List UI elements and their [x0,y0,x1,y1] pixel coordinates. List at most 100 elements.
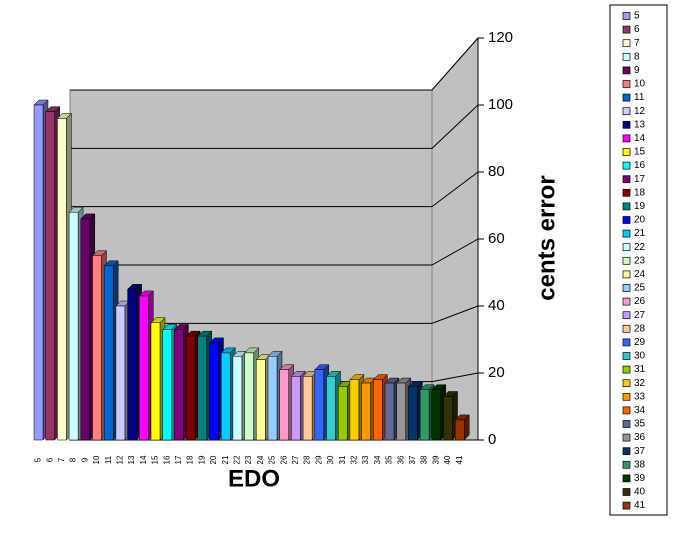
legend-swatch [622,175,631,184]
bar [139,295,149,441]
legend-swatch [622,420,631,428]
legend-swatch [622,80,631,88]
legend-label: 35 [634,419,646,430]
x-tick-label: 32 [350,455,359,464]
bar [45,111,55,441]
legend-label: 28 [634,323,646,334]
x-tick-label: 13 [127,455,136,464]
legend-label: 17 [634,174,646,185]
legend-label: 30 [634,351,646,362]
x-tick-label: 5 [34,457,43,462]
bar [174,329,184,441]
legend-swatch [622,365,631,374]
x-tick-label: 30 [326,455,335,464]
bar [443,396,453,441]
x-tick-label: 9 [80,457,89,462]
bar [291,376,301,441]
bar [396,382,406,441]
y-axis-title: cents error [533,175,560,300]
bar [68,211,79,441]
legend-swatch [622,107,631,116]
legend-swatch [622,433,631,442]
legend-label: 8 [634,51,640,62]
bar [314,369,325,441]
side-wall [431,36,479,441]
legend-label: 6 [634,24,640,35]
legend-label: 29 [634,337,646,348]
x-tick-label: 38 [420,455,429,464]
legend-label: 13 [634,119,646,130]
legend-label: 23 [634,255,646,266]
bar [408,386,418,441]
y-tick-label: 60 [488,230,505,247]
legend-label: 18 [634,187,646,198]
legend-swatch [622,338,631,347]
legend-label: 39 [634,473,646,484]
x-tick-label: 34 [373,455,382,464]
bar [80,218,91,441]
x-tick-label: 41 [455,455,464,464]
legend-label: 40 [634,487,646,498]
x-tick-label: 40 [443,455,452,464]
grid-line [70,37,479,91]
legend-label: 34 [634,405,646,416]
legend-swatch [622,202,631,211]
x-tick-label: 17 [174,455,183,464]
bar [220,352,231,441]
legend-swatch [622,66,631,75]
bar [337,386,348,441]
legend-swatch [622,134,631,143]
x-tick-label: 20 [209,455,218,464]
y-tick-label: 100 [488,96,513,113]
bar [302,376,313,441]
bar [185,335,196,441]
x-tick-label: 31 [338,455,347,464]
bar [57,118,67,441]
legend-label: 19 [634,201,646,212]
legend-swatch [622,256,631,265]
bar [279,369,289,441]
legend-label: 20 [634,215,646,226]
legend-label: 5 [634,11,640,22]
legend-label: 31 [634,364,646,375]
x-tick-label: 18 [186,455,195,464]
grid-line [70,104,479,149]
x-tick-label: 26 [279,455,288,464]
y-tick-label: 80 [488,163,505,180]
x-tick-label: 12 [116,455,125,464]
bar [209,342,219,441]
legend-swatch [622,311,631,320]
bar [326,376,336,441]
x-tick-label: 10 [92,455,101,464]
x-tick-label: 21 [221,455,230,464]
legend-label: 25 [634,283,646,294]
legend-swatch [622,39,631,48]
y-tick-label: 0 [488,431,496,448]
bar [127,289,137,441]
bar [162,329,172,441]
x-tick-label: 39 [431,455,440,464]
x-tick-label: 7 [57,457,66,462]
bar [384,382,395,441]
y-tick-label: 120 [488,29,513,46]
legend-label: 21 [634,228,646,239]
legend-swatch [622,148,631,156]
legend-swatch [622,474,631,483]
x-tick-label: 22 [233,455,242,464]
x-tick-label: 37 [408,455,417,464]
y-tick-label: 40 [488,297,505,314]
legend-swatch [622,392,631,401]
x-tick-label: 27 [291,455,300,464]
grid-line [70,171,479,208]
legend-swatch [622,216,631,224]
legend-swatch [622,161,631,170]
bar [92,255,102,441]
legend-label: 11 [634,92,645,103]
bar [349,379,360,441]
legend-swatch [622,284,631,292]
x-tick-label: 19 [197,455,206,464]
legend-swatch [622,229,631,238]
legend-swatch [622,270,631,279]
x-tick-label: 36 [396,455,405,464]
